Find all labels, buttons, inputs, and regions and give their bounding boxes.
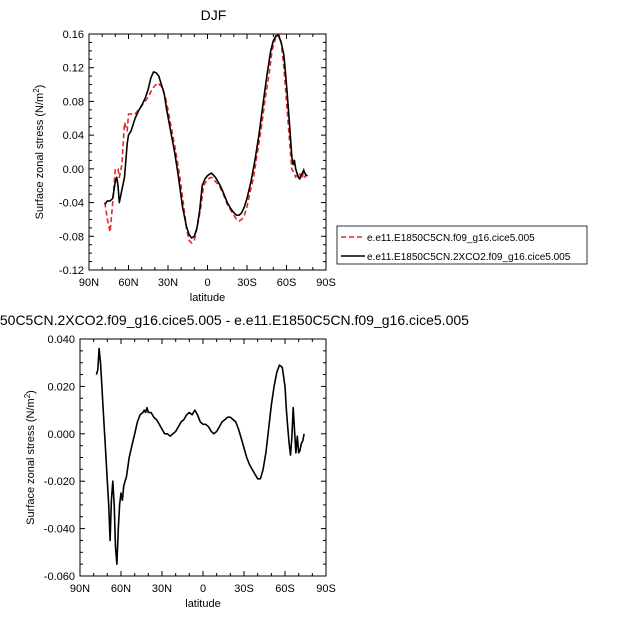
x-tick-label: 60S xyxy=(275,583,295,595)
y-tick-label: 0.08 xyxy=(63,96,84,108)
y-axis-label: Surface zonal stress (N/m2) xyxy=(23,390,37,525)
y-tick-label: 0.020 xyxy=(47,381,75,393)
x-tick-label: 0 xyxy=(204,277,210,289)
y-tick-label: -0.08 xyxy=(59,231,84,243)
y-axis-label-sup: 2 xyxy=(32,88,41,93)
chart-2: e.e11.E1850C5CN.2XCO2.f09_g16.cice5.005 … xyxy=(0,312,469,610)
series-line-1 xyxy=(104,34,309,244)
plot-frame xyxy=(79,338,327,577)
y-tick-label: 0.12 xyxy=(63,63,84,75)
x-tick-label: 30S xyxy=(237,277,257,289)
x-tick-label: 90N xyxy=(70,583,90,595)
x-tick-label: 90S xyxy=(316,583,336,595)
y-axis-label-text: Surface zonal stress (N/m xyxy=(25,398,37,525)
y-tick-label: -0.12 xyxy=(59,265,84,277)
legend: e.e11.E1850C5CN.f09_g16.cice5.005 e.e11.E… xyxy=(336,225,588,265)
series-line-1 xyxy=(95,347,305,565)
x-tick-label: 30S xyxy=(234,583,254,595)
x-tick-label: 90N xyxy=(79,277,99,289)
y-tick-label: 0.040 xyxy=(47,334,75,346)
legend-box xyxy=(336,225,588,265)
chart-title: e.e11.E1850C5CN.2XCO2.f09_g16.cice5.005 … xyxy=(0,312,469,328)
y-tick-label: 0.00 xyxy=(63,164,84,176)
x-tick-label: 30N xyxy=(158,277,178,289)
x-tick-label: 60N xyxy=(118,277,138,289)
x-tick-label: 90S xyxy=(316,277,336,289)
y-tick-label: 0.000 xyxy=(47,429,75,441)
y-tick-label: -0.040 xyxy=(44,524,75,536)
chart-1: DJF 90N 60N 30N 0 30S 60S 90S -0.12 -0.08 -0.04 0.0… xyxy=(32,7,588,304)
x-tick-label: 0 xyxy=(200,583,206,595)
legend-label-1: e.e11.E1850C5CN.f09_g16.cice5.005 xyxy=(367,233,535,244)
y-tick-label: -0.060 xyxy=(44,571,75,583)
x-tick-label: 60S xyxy=(277,277,297,289)
y-axis-label: Surface zonal stress (N/m2) xyxy=(32,85,46,220)
legend-label-2: e.e11.E1850C5CN.2XCO2.f09_g16.cice5.005 xyxy=(367,252,571,263)
y-axis-label-text: Surface zonal stress (N/m xyxy=(34,93,46,220)
y-axis-label-sup: 2 xyxy=(23,393,32,398)
y-tick-label: 0.16 xyxy=(63,29,84,41)
x-tick-label: 30N xyxy=(152,583,172,595)
x-tick-label: 60N xyxy=(111,583,131,595)
x-axis-label: latitude xyxy=(185,598,220,610)
chart-title: DJF xyxy=(201,7,227,23)
x-axis-label: latitude xyxy=(190,292,225,304)
y-tick-label: 0.04 xyxy=(63,130,84,142)
y-tick-label: -0.020 xyxy=(44,476,75,488)
y-tick-label: -0.04 xyxy=(59,198,84,210)
series-line-2 xyxy=(104,34,308,239)
y-axis-label-close: ) xyxy=(34,85,46,89)
y-axis-label-close: ) xyxy=(25,390,37,394)
